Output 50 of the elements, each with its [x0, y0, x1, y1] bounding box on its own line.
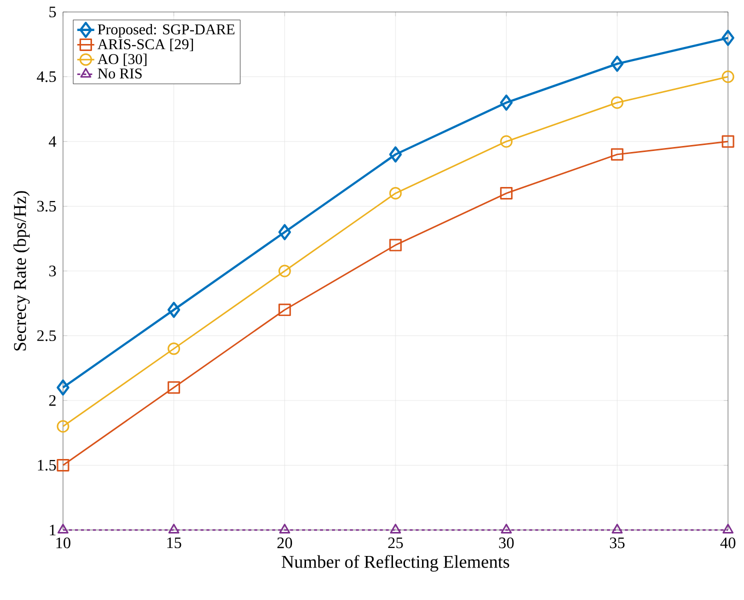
x-tick-label: 20 — [277, 538, 292, 548]
x-tick-label: 15 — [167, 538, 182, 548]
point — [612, 524, 623, 534]
point — [168, 524, 180, 534]
point — [278, 304, 291, 316]
y-tick-label: 3.5 — [37, 200, 56, 212]
point — [278, 224, 291, 240]
y-tick-label: 2 — [49, 395, 56, 406]
point — [500, 524, 512, 534]
y-tick-label: 4.5 — [36, 71, 56, 82]
y-tick-label: 1.5 — [38, 460, 56, 471]
point — [278, 264, 291, 278]
point — [168, 342, 180, 355]
y-tick-label: 5 — [49, 6, 56, 18]
x-tick-label: 40 — [720, 538, 736, 548]
y-axis-title: Secrecy Rate (bps/Hz) — [13, 191, 30, 350]
x-axis-title: Number of Reflecting Elements — [282, 555, 510, 572]
point — [722, 135, 734, 148]
y-tick-label: 3 — [49, 266, 56, 276]
legend-label: ARIS-SCA [29] — [98, 38, 193, 52]
point — [389, 238, 402, 252]
point — [610, 148, 624, 161]
y-tick-label: 4 — [48, 136, 56, 147]
legend-label: AO [30] — [98, 54, 146, 66]
point — [279, 524, 290, 534]
x-tick-label: 30 — [499, 538, 514, 548]
y-tick-label: 1 — [50, 524, 56, 536]
point — [722, 30, 734, 46]
y-tick-label: 2.5 — [37, 330, 56, 342]
point — [500, 94, 513, 111]
x-tick-label: 35 — [610, 538, 625, 548]
point — [56, 459, 70, 472]
x-tick-label: 25 — [388, 538, 403, 548]
point — [168, 381, 180, 394]
x-tick-label: 10 — [56, 538, 70, 548]
point — [58, 524, 69, 534]
point — [610, 56, 624, 72]
point — [500, 187, 513, 200]
point — [610, 96, 624, 109]
point — [722, 70, 734, 83]
point — [56, 379, 70, 396]
point — [389, 187, 402, 200]
point — [500, 135, 513, 148]
point — [56, 420, 70, 433]
point — [168, 302, 180, 318]
point — [722, 524, 734, 534]
point — [389, 146, 402, 163]
legend-label: No RIS — [98, 68, 142, 79]
legend-label: Proposed: SGP-DARE — [98, 24, 234, 38]
point — [390, 524, 402, 534]
